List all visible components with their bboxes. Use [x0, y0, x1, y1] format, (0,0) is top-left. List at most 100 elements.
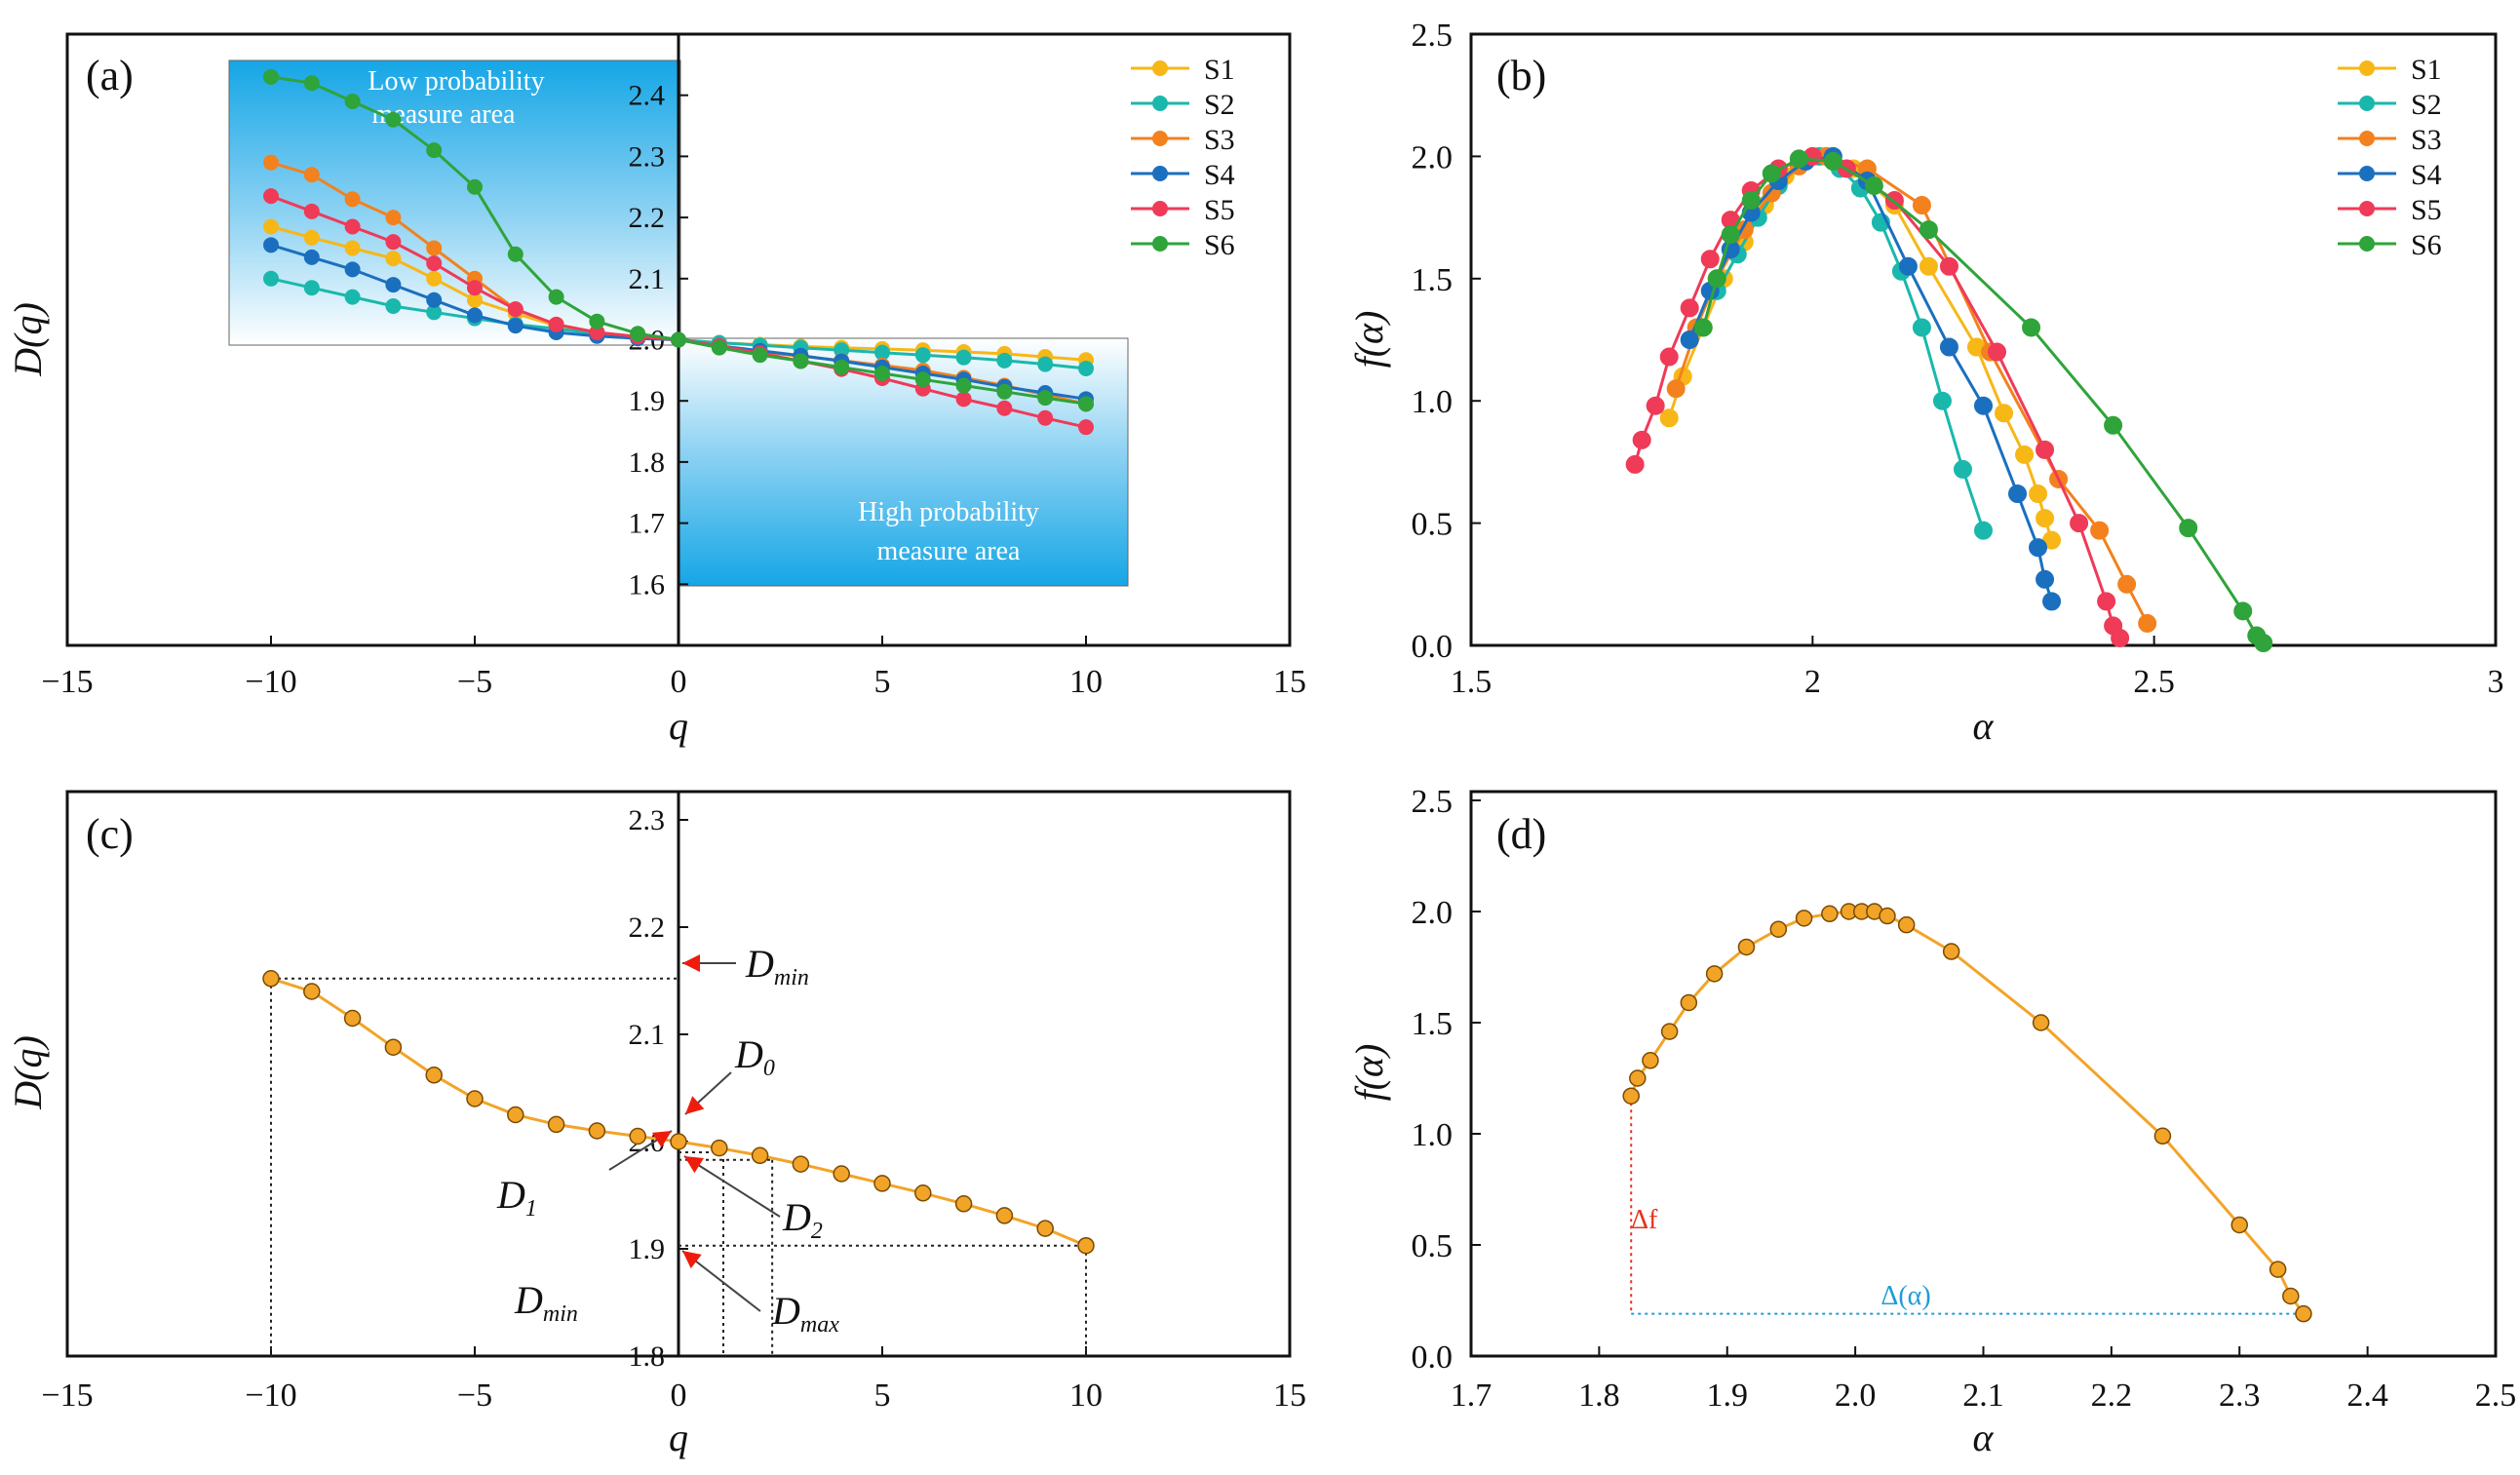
legend-marker — [1152, 201, 1168, 216]
legend-label: S6 — [1204, 229, 1235, 261]
series-S5-point — [1939, 256, 1958, 276]
x-tick-label: 5 — [874, 1378, 891, 1414]
series-S6-point — [874, 365, 890, 381]
low-probability-area — [228, 59, 681, 346]
x-tick-label: 2.4 — [2346, 1378, 2388, 1414]
low-prob-line1: Low probability — [368, 66, 544, 97]
series-S6-point — [1037, 390, 1054, 407]
panel-b-ticks: 1.5 2 2.5 3 0.0 0.5 1.0 1.5 2.0 2.5 — [1412, 18, 2504, 700]
series-falpha-point — [2282, 1287, 2300, 1305]
panel-b-frame — [1469, 32, 2498, 647]
series-S6-point — [385, 111, 402, 128]
arrow-dmin-head — [682, 954, 700, 972]
y-tick-label: 2.0 — [1412, 139, 1454, 175]
series-S4-point — [507, 318, 523, 334]
legend-label: S6 — [2411, 229, 2442, 261]
series-S5-point — [385, 234, 402, 251]
y-tick-label: 0.5 — [1412, 1228, 1454, 1264]
series-S6-point — [1741, 191, 1761, 211]
inner-y-tick-label: 1.9 — [629, 1233, 666, 1265]
panel-c: 1.81.92.02.12.22.3 −15 −10 −5 0 5 10 15 (c) q … — [6, 790, 1306, 1459]
series-S6-point — [834, 359, 850, 375]
series-S2-point — [914, 347, 931, 364]
legend-label: S1 — [1204, 54, 1235, 86]
series-S6-point — [263, 68, 279, 85]
series-S5-point — [2111, 628, 2130, 647]
series-dq-point — [384, 1038, 403, 1056]
panel-c-inner-y-ticks: 1.81.92.02.12.22.3 — [629, 804, 688, 1373]
panel-b-label: (b) — [1496, 52, 1546, 99]
series-falpha-point — [1795, 910, 1813, 927]
series-S6-point — [548, 289, 564, 305]
series-S5-point — [1680, 298, 1699, 318]
inner-y-tick-label: 2.1 — [629, 1019, 666, 1051]
series-S5-point — [2035, 440, 2055, 459]
series-falpha-point — [1629, 1069, 1647, 1087]
series-S1-point — [303, 229, 320, 246]
legend-marker — [1152, 60, 1168, 76]
legend-marker — [2359, 60, 2375, 76]
panel-b-y-label: f(α) — [1347, 311, 1391, 369]
series-dq-point — [629, 1127, 646, 1145]
inner-y-tick-label: 1.7 — [629, 508, 666, 540]
series-S2-point — [1974, 521, 1993, 540]
series-S2-point — [996, 352, 1013, 369]
series-S6-point — [1721, 225, 1740, 245]
series-S3-point — [1912, 196, 1931, 215]
legend-marker — [1152, 236, 1168, 252]
x-tick-label: 5 — [874, 664, 891, 700]
series-S3-point — [2090, 521, 2110, 540]
series-S6-point — [344, 93, 361, 109]
panel-d-label: (d) — [1496, 810, 1546, 858]
series-dq-point — [303, 983, 321, 1000]
series-S2-point — [1932, 391, 1952, 410]
x-tick-label: 2 — [1804, 664, 1821, 700]
series-S5-point — [1659, 347, 1679, 367]
series-S2-point — [1037, 356, 1054, 372]
x-tick-label: 2.3 — [2219, 1378, 2261, 1414]
panel-a-label: (a) — [86, 52, 134, 99]
series-S3-point — [1666, 379, 1686, 399]
series-S5-point — [507, 301, 523, 318]
series-dq-point — [751, 1146, 769, 1165]
x-tick-label: 2.5 — [2133, 664, 2175, 700]
series-S2-point — [385, 298, 402, 315]
legend-label: S2 — [2411, 89, 2442, 121]
series-S6-point — [793, 353, 809, 369]
x-tick-label: 2.1 — [1962, 1378, 2004, 1414]
series-dq-point — [547, 1115, 565, 1134]
x-tick-label: −10 — [245, 1378, 296, 1414]
series-falpha-point — [1622, 1087, 1640, 1105]
series-S6-point — [630, 326, 646, 342]
high-prob-line1: High probability — [858, 497, 1039, 527]
series-falpha-point — [1642, 1052, 1659, 1069]
y-tick-label: 1.0 — [1412, 384, 1454, 420]
series-dq-point — [995, 1207, 1014, 1224]
high-prob-line2: measure area — [877, 536, 1021, 566]
series-S6-point — [1762, 164, 1781, 183]
series-S6-point — [507, 246, 523, 262]
series-S6-point — [955, 377, 972, 394]
series-S5-point — [263, 188, 279, 205]
series-dq-point — [792, 1155, 810, 1173]
legend-label: S4 — [1204, 159, 1235, 191]
inner-y-tick-label: 1.8 — [629, 446, 666, 479]
series-S5-point — [996, 400, 1013, 416]
series-S2-point — [263, 270, 279, 287]
inner-y-tick-label: 2.2 — [629, 912, 666, 944]
series-falpha-point — [1737, 938, 1756, 956]
series-S1-point — [1995, 404, 2014, 423]
delta-alpha-label: Δ(α) — [1880, 1281, 1930, 1311]
series-S5-point — [426, 255, 443, 272]
legend-label: S5 — [2411, 194, 2442, 226]
series-S1-point — [344, 240, 361, 256]
x-tick-label: −5 — [457, 664, 492, 700]
series-falpha-point — [1769, 920, 1788, 938]
panel-d-series — [1622, 903, 2312, 1323]
panel-d-y-label: f(α) — [1347, 1044, 1391, 1102]
series-S2-point — [1953, 459, 1972, 479]
panel-c-arrows — [608, 954, 781, 1312]
series-falpha-point — [2032, 1014, 2050, 1031]
